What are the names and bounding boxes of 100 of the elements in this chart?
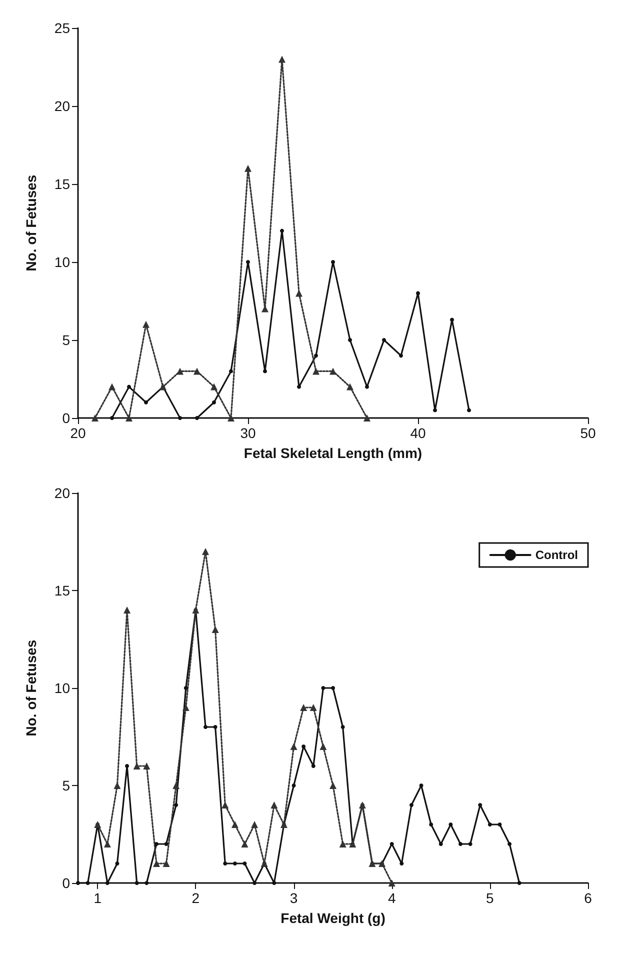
point	[164, 842, 168, 846]
point	[409, 803, 414, 807]
point	[124, 606, 131, 614]
point	[388, 880, 396, 886]
point	[229, 369, 233, 374]
point	[105, 881, 110, 885]
point	[272, 881, 276, 885]
point	[348, 338, 352, 342]
point	[331, 686, 335, 690]
point	[339, 840, 346, 848]
point	[330, 782, 336, 789]
point	[143, 762, 150, 770]
point	[174, 803, 178, 807]
point	[110, 416, 114, 420]
y-axis-title: No. of Fetuses	[23, 640, 39, 736]
point	[222, 802, 229, 808]
point	[340, 725, 345, 729]
point	[212, 400, 216, 404]
y-tick-label: 10	[54, 680, 70, 696]
point	[498, 822, 502, 826]
point	[125, 764, 130, 768]
point	[292, 784, 296, 788]
point	[195, 416, 199, 420]
point	[450, 318, 454, 322]
point	[429, 822, 434, 826]
y-tick-label: 5	[62, 332, 70, 348]
point	[176, 368, 184, 375]
y-tick-label: 0	[62, 875, 70, 891]
point	[115, 862, 120, 866]
y-tick-label: 20	[54, 98, 70, 114]
x-axis-title: Fetal Skeletal Length (mm)	[244, 445, 422, 461]
point	[419, 784, 424, 788]
x-tick-label: 2	[192, 890, 200, 906]
point	[162, 860, 170, 867]
point	[246, 260, 250, 264]
point	[152, 860, 160, 867]
point	[458, 842, 462, 846]
point	[508, 842, 512, 846]
point	[300, 704, 308, 711]
x-tick-label: 30	[240, 425, 256, 441]
point	[280, 228, 284, 233]
x-tick-label: 40	[410, 425, 426, 441]
point	[390, 842, 394, 846]
point	[321, 686, 326, 690]
point	[400, 862, 404, 866]
point	[278, 56, 286, 63]
point	[399, 354, 403, 358]
point	[126, 414, 132, 422]
point	[194, 368, 200, 375]
point	[320, 743, 327, 750]
point	[133, 762, 140, 770]
x-tick-label: 4	[388, 890, 396, 906]
point	[252, 881, 257, 885]
point	[182, 704, 190, 711]
point	[416, 291, 420, 296]
x-tick-label: 1	[94, 890, 102, 906]
point	[144, 400, 148, 404]
x-axis-title: Fetal Weight (g)	[280, 910, 386, 926]
point	[296, 290, 302, 297]
y-axis-title: No. of Fetuses	[23, 174, 39, 272]
x-tick-label: 50	[580, 425, 596, 441]
point	[142, 320, 150, 328]
point	[223, 862, 228, 866]
point	[108, 383, 116, 390]
point	[365, 384, 369, 389]
point	[438, 842, 443, 846]
y-tick-label: 15	[54, 582, 70, 598]
point	[76, 881, 80, 885]
point	[134, 881, 139, 885]
point	[331, 260, 335, 264]
point	[310, 704, 317, 711]
point	[346, 383, 354, 390]
point	[127, 384, 131, 389]
point	[210, 383, 218, 390]
y-tick-label: 0	[62, 410, 70, 426]
point	[228, 414, 234, 422]
point	[231, 821, 238, 828]
point	[204, 725, 208, 729]
y-tick-label: 5	[62, 778, 70, 794]
point	[312, 368, 320, 375]
y-tick-label: 25	[54, 20, 70, 36]
x-tick-label: 3	[290, 890, 298, 906]
point	[251, 821, 258, 828]
point	[232, 862, 237, 866]
point	[290, 743, 298, 750]
point	[241, 840, 248, 848]
y-tick-label: 20	[54, 485, 70, 501]
point	[433, 408, 437, 412]
point	[468, 842, 472, 846]
point	[448, 822, 453, 826]
point	[364, 414, 370, 422]
point	[467, 408, 471, 412]
point	[114, 782, 121, 789]
legend-label: Control	[535, 548, 578, 562]
point	[314, 354, 318, 358]
point	[270, 802, 278, 808]
point	[297, 384, 301, 389]
x-tick-label: 6	[584, 890, 592, 906]
point	[104, 840, 111, 848]
point	[144, 881, 149, 885]
